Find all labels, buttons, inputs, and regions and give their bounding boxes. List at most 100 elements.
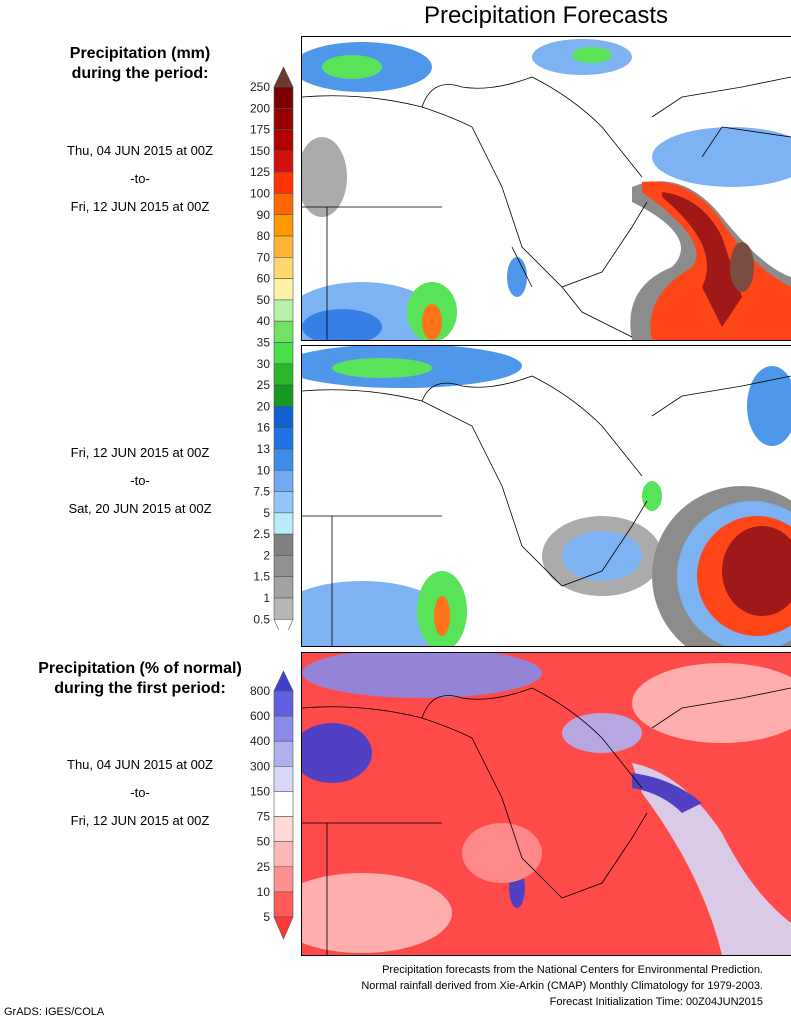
panel3-start: Thu, 04 JUN 2015 at 00Z [67, 757, 213, 772]
colorbar-tick-label: 2 [263, 548, 270, 562]
colorbar-tick-label: 70 [257, 250, 271, 264]
panel2-start: Fri, 12 JUN 2015 at 00Z [70, 445, 210, 460]
colorbar-tick-label: 300 [250, 759, 270, 773]
colorbar-tick-label: 10 [257, 885, 271, 899]
panel1-to: -to- [130, 171, 150, 186]
colorbar-segment [273, 576, 294, 599]
colorbar-segment [273, 448, 294, 471]
colorbar-segment [273, 469, 294, 492]
colorbar-segment [273, 841, 294, 868]
panel1-header: Precipitation (mm) during the period: [0, 44, 290, 84]
colorbar-segment [273, 257, 294, 279]
colorbar-segment [273, 533, 294, 556]
colorbar-tick-label: 40 [257, 314, 271, 328]
colorbar-segment [273, 235, 294, 258]
percent-normal-map [301, 652, 791, 956]
colorbar-segment [273, 597, 294, 620]
colorbar-segment [273, 278, 294, 301]
colorbar-segment [273, 427, 294, 450]
colorbar-tick-label: 0.5 [253, 612, 270, 626]
colorbar-segment [273, 866, 294, 893]
colorbar-tick-label: 200 [250, 101, 270, 115]
colorbar-tick-label: 25 [257, 860, 271, 874]
colorbar-tick-label: 1.5 [253, 570, 270, 584]
colorbar-bottom-triangle [273, 916, 294, 940]
colorbar-segment [273, 342, 294, 365]
colorbar-segment [273, 690, 294, 717]
colorbar-segment [273, 715, 294, 742]
map-image [302, 346, 791, 646]
colorbar-tick-label: 16 [257, 421, 271, 435]
header-line: Precipitation (mm) [69, 45, 211, 62]
colorbar-tick-label: 800 [250, 684, 270, 698]
colorbar-tick-label: 400 [250, 734, 270, 748]
colorbar-tick-label: 125 [250, 165, 270, 179]
colorbar-segment [273, 406, 294, 428]
colorbar-tick-label: 7.5 [253, 485, 270, 499]
colorbar-tick-label: 30 [257, 357, 271, 371]
colorbar-segment [273, 193, 294, 216]
precip-map-period2 [301, 345, 791, 647]
colorbar-segment [273, 555, 294, 578]
panel1-start: Thu, 04 JUN 2015 at 00Z [67, 143, 213, 158]
precip-map-period1 [301, 36, 791, 341]
colorbar-segment [273, 86, 294, 109]
colorbar-segment [273, 491, 294, 514]
colorbar-segment [273, 107, 294, 130]
colorbar-segment [273, 363, 294, 386]
footer-line: Precipitation forecasts from the Nationa… [382, 964, 763, 976]
header-line: during the first period: [54, 680, 226, 697]
colorbar-bottom-triangle [273, 618, 294, 630]
colorbar-tick-label: 60 [257, 272, 271, 286]
colorbar-top-triangle [273, 66, 294, 88]
colorbar-segment [273, 150, 294, 173]
colorbar-tick-label: 250 [250, 80, 270, 94]
colorbar-tick-label: 600 [250, 709, 270, 723]
colorbar-tick-label: 80 [257, 229, 271, 243]
header-line: during the period: [71, 65, 209, 82]
colorbar-segment [273, 299, 294, 322]
percent-colorbar: 800 600 400 300 150 75 50 25 10 5 [250, 670, 294, 940]
colorbar-segment [273, 791, 294, 817]
colorbar-segment [273, 214, 294, 237]
grads-credit: GrADS: IGES/COLA [4, 1006, 105, 1018]
panel3-header: Precipitation (% of normal) during the f… [0, 659, 290, 699]
colorbar-segment [273, 171, 294, 194]
map-image [302, 653, 791, 955]
colorbar-tick-label: 75 [257, 810, 271, 824]
panel3-end: Fri, 12 JUN 2015 at 00Z [70, 813, 210, 828]
colorbar-segment [273, 512, 294, 535]
colorbar-tick-label: 25 [257, 378, 271, 392]
colorbar-tick-label: 175 [250, 123, 270, 137]
colorbar-tick-label: 50 [257, 293, 271, 307]
colorbar-segment [273, 766, 294, 792]
panel3-to: -to- [130, 785, 150, 800]
colorbar-tick-label: 100 [250, 186, 270, 200]
colorbar-tick-label: 20 [257, 399, 271, 413]
colorbar-segment [273, 384, 294, 407]
colorbar-segment [273, 816, 294, 842]
colorbar-tick-label: 1 [263, 591, 270, 605]
colorbar-tick-label: 50 [257, 835, 271, 849]
colorbar-tick-label: 13 [257, 442, 271, 456]
panel2-to: -to- [130, 473, 150, 488]
colorbar-tick-label: 150 [250, 784, 270, 798]
colorbar-tick-label: 90 [257, 208, 271, 222]
footer-line: Forecast Initialization Time: 00Z04JUN20… [549, 996, 763, 1008]
colorbar-tick-label: 150 [250, 144, 270, 158]
map-image [302, 39, 791, 340]
colorbar-tick-label: 35 [257, 336, 271, 350]
colorbar-tick-label: 2.5 [253, 527, 270, 541]
colorbar-segment [273, 320, 294, 343]
colorbar-segment [273, 129, 294, 152]
colorbar-tick-label: 5 [263, 506, 270, 520]
colorbar-tick-label: 10 [257, 463, 271, 477]
panel2-end: Sat, 20 JUN 2015 at 00Z [68, 501, 212, 516]
page-title: Precipitation Forecasts [423, 2, 669, 29]
colorbar-tick-label: 5 [263, 910, 270, 924]
colorbar-segment [273, 891, 294, 918]
header-line: Precipitation (% of normal) [38, 660, 242, 677]
panel1-end: Fri, 12 JUN 2015 at 00Z [70, 199, 210, 214]
footer-line: Normal rainfall derived from Xie-Arkin (… [361, 980, 763, 992]
